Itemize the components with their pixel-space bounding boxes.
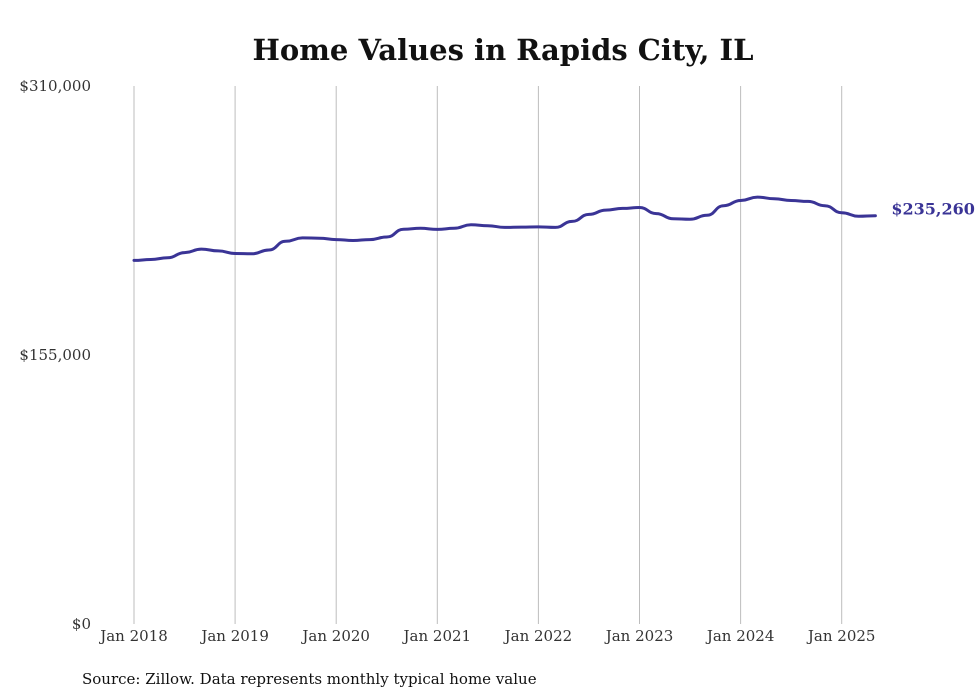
x-tick-label: Jan 2022 [503, 627, 573, 645]
x-tick-label: Jan 2023 [604, 627, 674, 645]
end-value-label: $235,260 [891, 200, 975, 219]
x-tick-label: Jan 2019 [199, 627, 269, 645]
x-tick-label: Jan 2024 [705, 627, 775, 645]
grid-lines [133, 86, 843, 624]
x-tick-label: Jan 2018 [98, 627, 168, 645]
y-tick-label: $310,000 [19, 77, 91, 95]
y-tick-label: $155,000 [19, 346, 91, 364]
x-tick-label: Jan 2020 [300, 627, 370, 645]
y-tick-label: $0 [72, 615, 91, 633]
x-axis: Jan 2018 Jan 2019 Jan 2020 Jan 2021 Jan 2022… [98, 627, 875, 645]
y-axis: $0 $155,000 $310,000 [19, 77, 91, 633]
chart-title: Home Values in Rapids City, IL [252, 33, 753, 67]
x-tick-label: Jan 2025 [806, 627, 876, 645]
source-note: Source: Zillow. Data represents monthly … [82, 670, 537, 688]
x-tick-label: Jan 2021 [402, 627, 472, 645]
home-value-line [132, 195, 877, 262]
